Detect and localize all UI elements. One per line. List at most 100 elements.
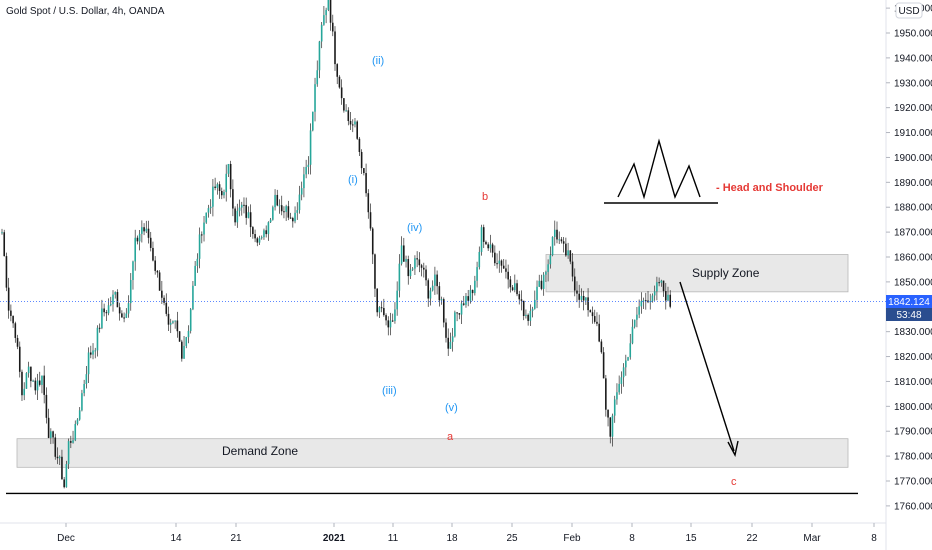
- candle-body: [416, 258, 418, 260]
- candle-body: [600, 341, 603, 353]
- candle-body: [520, 299, 523, 301]
- candle-body: [336, 64, 339, 77]
- candle-body: [471, 289, 474, 294]
- candle-body: [547, 264, 549, 272]
- candle-body: [611, 415, 614, 437]
- candle-body: [178, 331, 181, 342]
- candle-body: [498, 260, 501, 264]
- candle-body: [502, 265, 505, 269]
- candle-body: [378, 307, 381, 313]
- price-tick-label: 1920.000: [894, 103, 932, 114]
- candle-body: [56, 456, 59, 459]
- candle-body: [298, 194, 301, 211]
- candle-body: [14, 323, 17, 338]
- time-tick-label: 15: [685, 533, 697, 544]
- candle-body: [565, 243, 567, 256]
- candle-body: [380, 307, 383, 309]
- candle-body: [522, 300, 525, 316]
- candle-body: [141, 227, 143, 234]
- price-axis[interactable]: 1760.000 1770.000 1780.000 1790.000 1800.000…: [886, 4, 932, 513]
- price-tick-label: 1930.000: [894, 78, 932, 89]
- candle-body: [81, 393, 83, 411]
- candle-body: [218, 184, 221, 191]
- candle-body: [263, 230, 265, 238]
- candle-body: [285, 206, 287, 212]
- candle-body: [236, 210, 239, 223]
- candle-body: [85, 374, 88, 384]
- candle-body: [569, 250, 572, 262]
- candle-body: [232, 189, 234, 209]
- candle-body: [183, 345, 185, 359]
- candle-body: [238, 207, 241, 211]
- candle-body: [134, 237, 136, 262]
- candle-body: [25, 373, 28, 389]
- candle-body: [181, 341, 183, 359]
- price-tick-label: 1780.000: [894, 452, 932, 463]
- candle-body: [147, 228, 150, 238]
- candle-body: [482, 227, 485, 242]
- currency-button[interactable]: USD: [895, 2, 923, 19]
- candle-body: [78, 410, 81, 420]
- candle-body: [596, 321, 598, 324]
- candle-body: [323, 15, 325, 25]
- candle-body: [622, 367, 625, 378]
- candle-body: [589, 310, 592, 313]
- candle-body: [212, 186, 214, 207]
- candle-body: [265, 230, 267, 235]
- candle-body: [43, 375, 45, 395]
- time-axis[interactable]: Dec 14 21 2021 11 18 25 Feb 8 15 22 Mar 8: [57, 523, 877, 544]
- candle-body: [664, 291, 667, 301]
- candle-body: [487, 244, 489, 249]
- price-tick-label: 1860.000: [894, 252, 932, 263]
- price-tick-label: 1760.000: [894, 501, 932, 512]
- candle-body: [345, 110, 347, 112]
- time-tick-label: 22: [746, 533, 758, 544]
- candle-body: [154, 260, 156, 271]
- current-price-value: 1842.124: [888, 297, 930, 308]
- candle-body: [591, 312, 594, 317]
- candle-body: [542, 274, 545, 289]
- candle-body: [192, 285, 194, 310]
- candle-body: [334, 31, 336, 65]
- candle-body: [653, 291, 656, 296]
- candle-body: [562, 241, 565, 244]
- candle-body: [287, 206, 290, 218]
- candle-body: [1, 232, 3, 234]
- candle-body: [256, 238, 259, 243]
- candle-body: [593, 316, 596, 322]
- candle-body: [618, 383, 620, 393]
- candle-body: [41, 375, 43, 385]
- candle-body: [620, 377, 623, 384]
- candle-body: [198, 234, 201, 259]
- candle-body: [214, 186, 216, 188]
- candle-body: [438, 286, 441, 301]
- price-tick-label: 1940.000: [894, 53, 932, 64]
- candle-body: [245, 205, 247, 218]
- candle-body: [83, 383, 85, 394]
- candle-body: [209, 206, 212, 209]
- candle-body: [376, 288, 378, 313]
- candle-body: [169, 322, 172, 325]
- candle-body: [436, 274, 438, 287]
- candle-body: [240, 204, 243, 208]
- candle-body: [447, 337, 450, 349]
- candle-body: [278, 205, 281, 207]
- candle-body: [536, 286, 538, 300]
- candle-body: [587, 297, 589, 311]
- candle-body: [551, 236, 554, 256]
- candle-body: [489, 244, 492, 249]
- abc-label: c: [731, 476, 737, 488]
- candle-body: [187, 330, 190, 338]
- candle-body: [227, 163, 230, 174]
- candle-body: [45, 394, 48, 418]
- candle-body: [258, 238, 261, 243]
- candle-body: [32, 380, 34, 382]
- candle-body: [174, 320, 176, 322]
- candle-body: [121, 313, 123, 318]
- candle-body: [509, 279, 512, 288]
- candle-body: [129, 280, 132, 304]
- candle-body: [440, 299, 443, 301]
- time-tick-label: 2021: [323, 533, 346, 544]
